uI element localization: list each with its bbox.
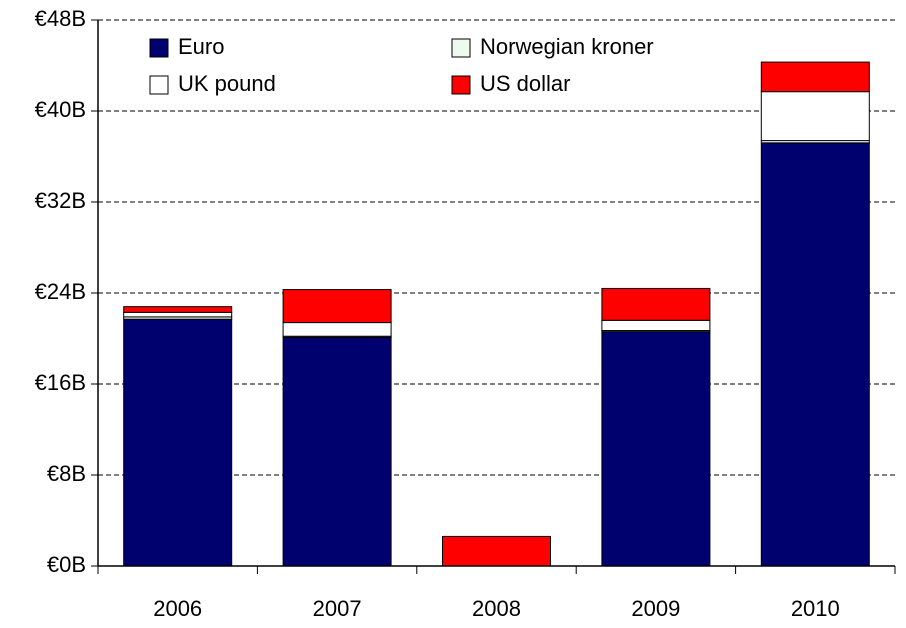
y-tick-label: €16B [35,370,86,395]
x-tick-label: 2010 [791,596,840,621]
bar-segment [282,322,392,337]
bar-segment [601,287,711,321]
y-tick-label: €40B [35,97,86,122]
legend-swatch [149,75,169,95]
bar-segment [123,306,233,313]
x-tick-label: 2008 [472,596,521,621]
y-tick-label: €24B [35,279,86,304]
bar-segment [760,61,870,93]
bar-segment [601,331,711,567]
y-tick-label: €0B [47,552,86,577]
y-tick-label: €32B [35,188,86,213]
bar-segment [123,318,233,567]
legend-swatch [451,38,471,58]
y-tick-label: €48B [35,6,86,31]
bar-segment [442,535,551,567]
bar-segment [282,336,392,567]
bar-segment [123,311,233,318]
legend-swatch [149,38,169,58]
legend-label: UK pound [178,71,276,96]
bar-segment [601,319,711,332]
x-tick-label: 2006 [153,596,202,621]
legend-label: Norwegian kroner [480,34,654,59]
bar-segment [282,289,392,324]
x-tick-label: 2009 [631,596,680,621]
y-tick-label: €8B [47,461,86,486]
legend-label: Euro [178,34,224,59]
legend-label: US dollar [480,71,570,96]
bar-segment [760,91,870,142]
bar-segment [760,142,870,567]
x-tick-label: 2007 [313,596,362,621]
legend-swatch [451,75,471,95]
